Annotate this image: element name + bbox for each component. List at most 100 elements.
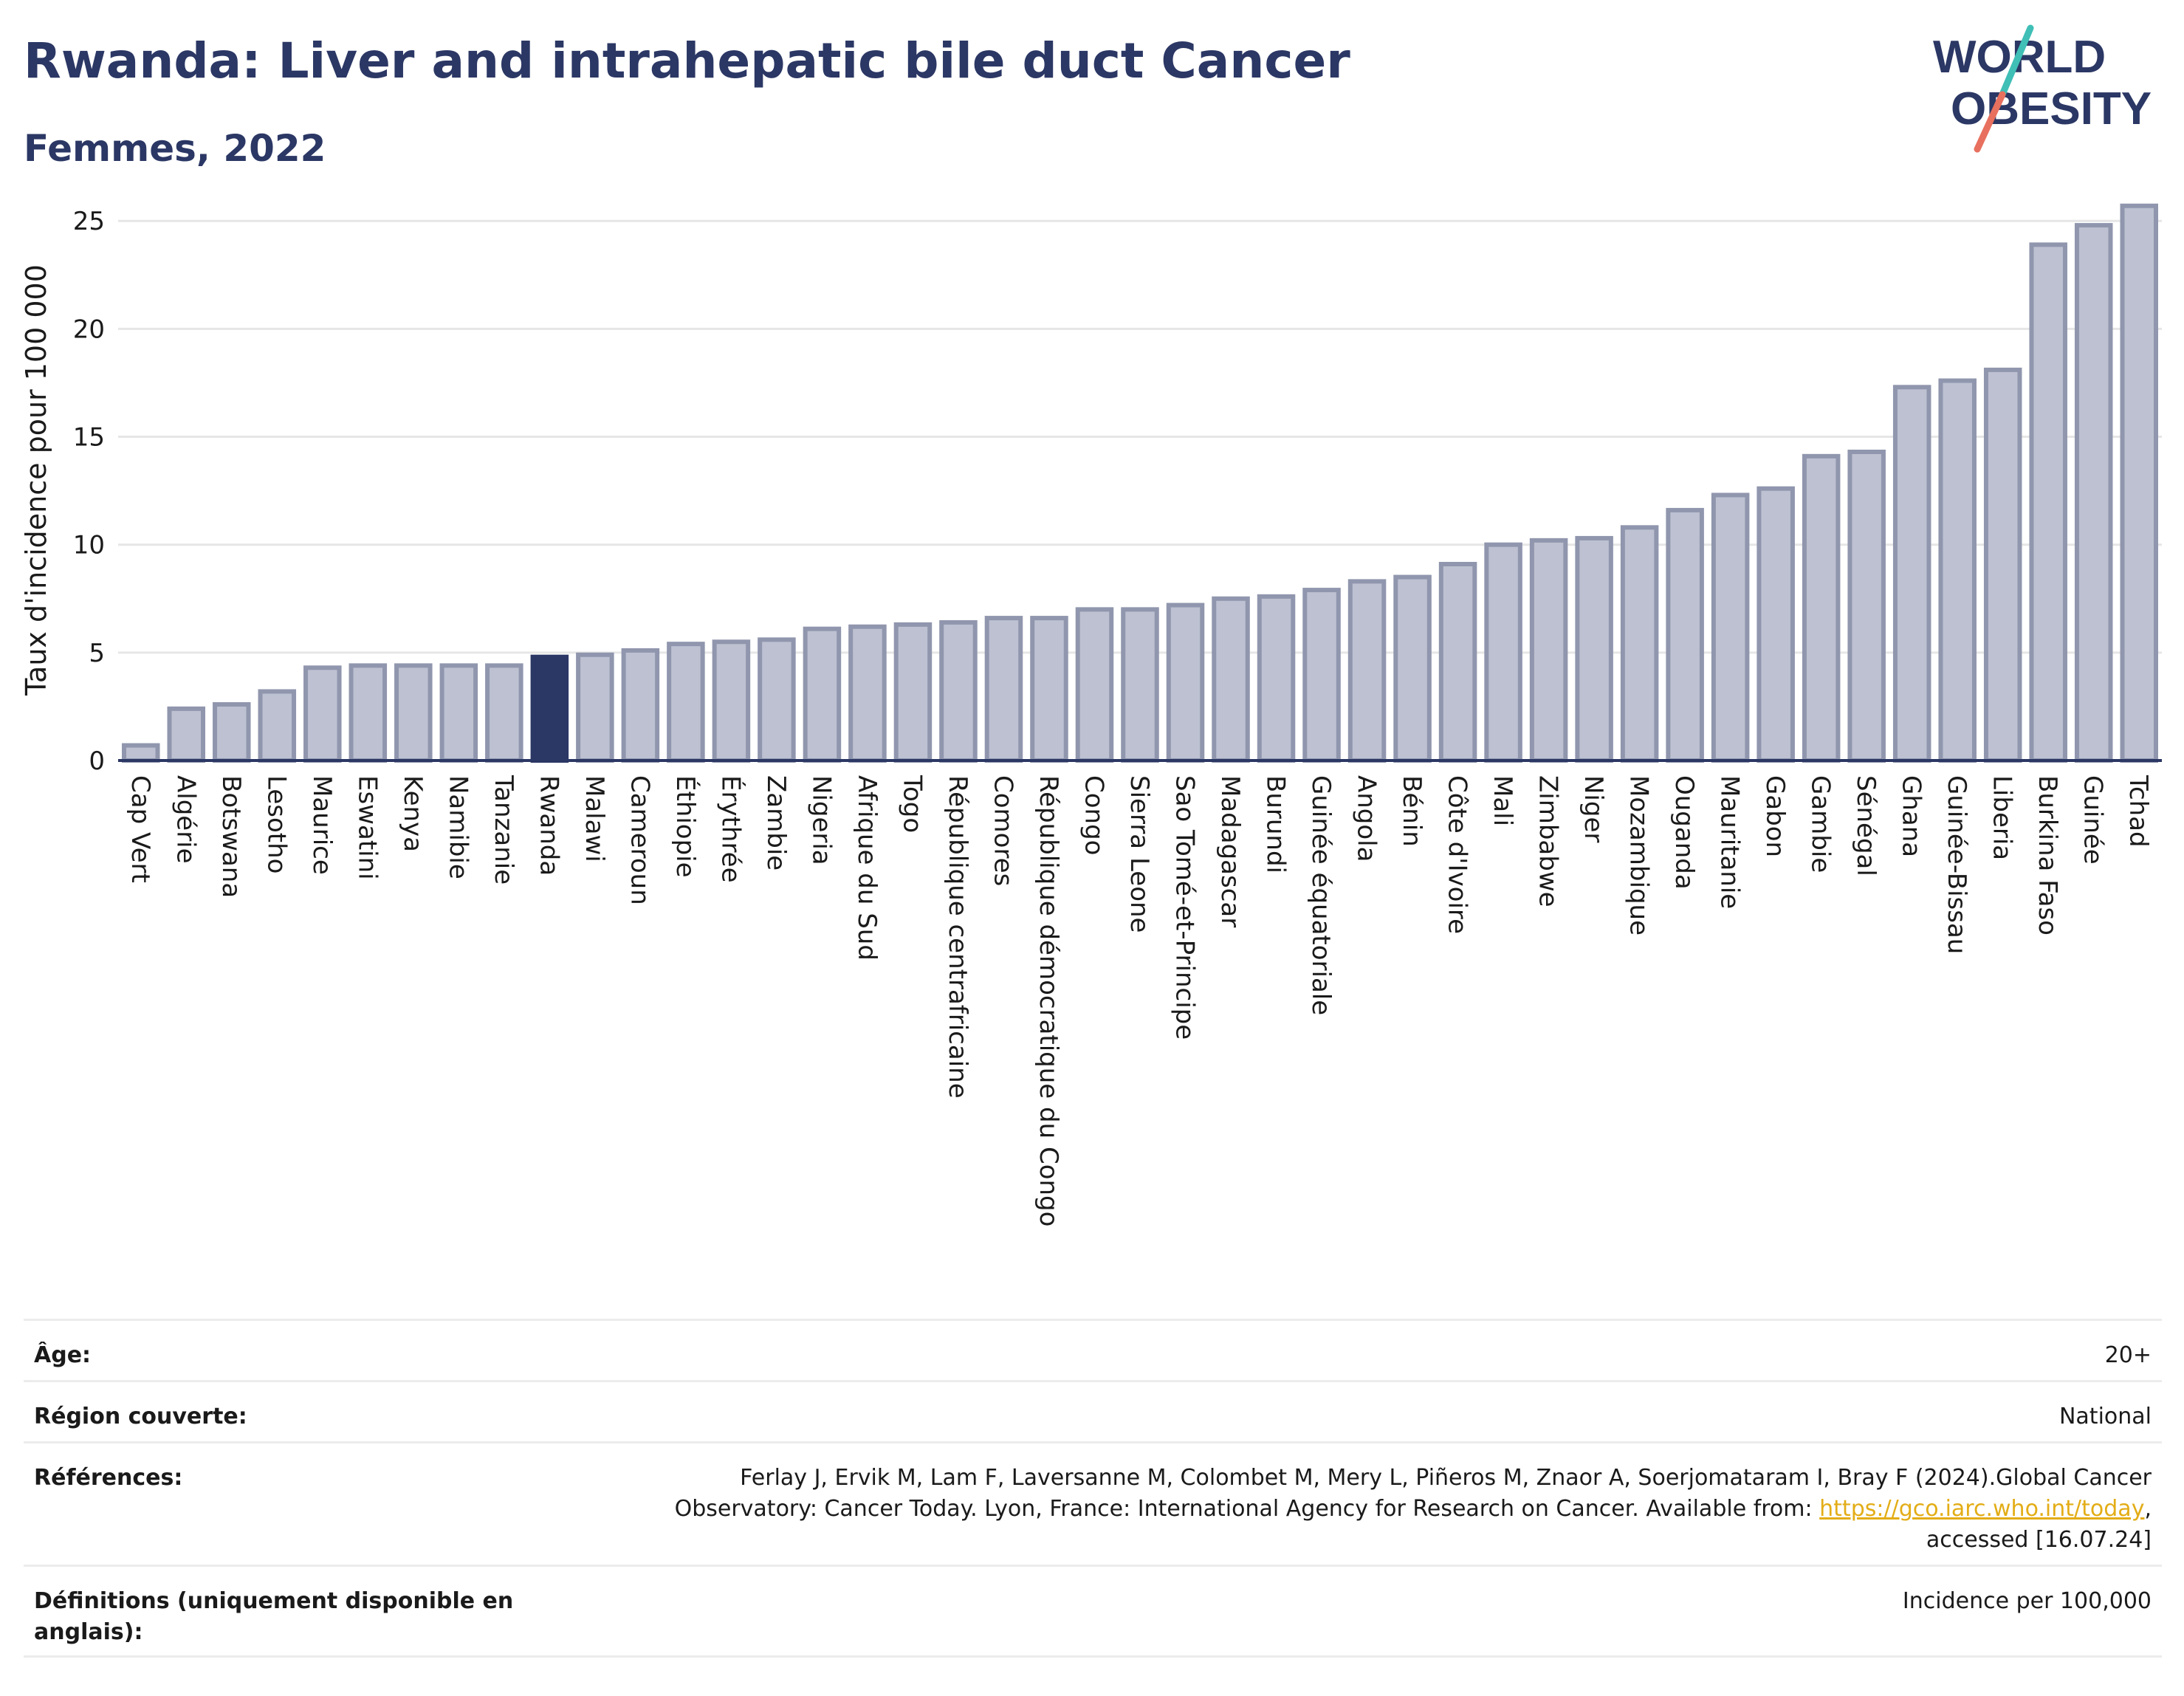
- bar: [348, 663, 388, 763]
- bar: [1802, 453, 1841, 763]
- bar: [2029, 242, 2067, 763]
- x-tick-label: Zambie: [761, 775, 791, 871]
- x-tick-label: Afrique du Sud: [852, 775, 882, 961]
- logo-word-obesity: OBESITY: [1951, 83, 2152, 134]
- y-axis-label: Taux d'incidence pour 100 000: [20, 264, 52, 696]
- info-row-references: Références: Ferlay J, Ervik M, Lam F, La…: [24, 1441, 2162, 1565]
- bar: [1347, 579, 1387, 763]
- bar: [1847, 450, 1886, 763]
- bar: [303, 665, 342, 763]
- y-tick-label: 10: [73, 531, 105, 560]
- x-tick-label: Burkina Faso: [2033, 775, 2062, 935]
- bar: [1983, 367, 2022, 763]
- y-tick-label: 25: [73, 207, 105, 236]
- x-tick-label: Namibie: [443, 775, 473, 879]
- x-tick-label: Bénin: [1397, 775, 1426, 847]
- x-tick-label: Ghana: [1897, 775, 1926, 857]
- bar: [1121, 607, 1159, 763]
- bar: [803, 626, 842, 763]
- bar: [530, 654, 569, 763]
- x-tick-label: Gabon: [1760, 775, 1790, 857]
- x-tick-label: Rwanda: [534, 775, 563, 876]
- bar: [1393, 574, 1432, 763]
- age-label: Âge:: [34, 1342, 92, 1368]
- x-tick-label: Mali: [1488, 775, 1517, 826]
- bar: [1257, 594, 1296, 763]
- x-tick-label: Algérie: [171, 775, 200, 864]
- bar: [1711, 492, 1750, 763]
- bar-layer: [121, 203, 2159, 763]
- logo-slash-top: [1999, 24, 2034, 98]
- x-tick-label: Guinée: [2078, 775, 2108, 865]
- references-text-4: accessed [16.07.24]: [1926, 1527, 2152, 1553]
- x-tick-layer: Cap Vert Algérie Botswana Lesotho Maurice Esw…: [126, 775, 2153, 1226]
- x-tick-label: Togo: [897, 775, 927, 833]
- x-tick-label: Angola: [1352, 775, 1381, 862]
- y-tick-label: 0: [89, 746, 105, 776]
- x-tick-label: Guinée équatoriale: [1306, 775, 1336, 1015]
- x-tick-label: Éthiopie: [670, 775, 701, 878]
- region-value: National: [2058, 1404, 2152, 1429]
- bar: [1484, 542, 1522, 763]
- x-tick-label: Côte d'Ivoire: [1443, 775, 1472, 934]
- x-tick-label: Mozambique: [1624, 775, 1654, 935]
- references-text-2: Observatory: Cancer Today. Lyon, France:…: [674, 1496, 1820, 1522]
- bar: [712, 639, 751, 763]
- bar: [2074, 223, 2113, 763]
- bar: [1620, 525, 1659, 763]
- page-title: Rwanda: Liver and intrahepatic bile duct…: [24, 32, 1350, 89]
- references-link[interactable]: https://gco.iarc.who.int/today: [1819, 1496, 2145, 1522]
- bar: [1166, 602, 1205, 763]
- x-tick-label: Liberia: [1988, 775, 2017, 860]
- x-tick-label: Botswana: [216, 775, 246, 898]
- x-tick-label: République démocratique du Congo: [1034, 775, 1063, 1226]
- bar: [1438, 562, 1477, 763]
- x-tick-label: Cameroun: [625, 775, 654, 905]
- references-value: Ferlay J, Ervik M, Lam F, Laversanne M, …: [551, 1463, 2152, 1556]
- references-label: Références:: [34, 1465, 183, 1491]
- bar: [1212, 596, 1250, 763]
- bar: [1529, 538, 1568, 763]
- bar: [1757, 486, 1795, 763]
- x-tick-label: Zimbabwe: [1534, 775, 1563, 907]
- bar: [485, 663, 523, 763]
- bar: [848, 624, 887, 763]
- y-tick-label: 5: [89, 639, 105, 668]
- x-tick-label: République centrafricaine: [943, 775, 972, 1099]
- bar: [939, 619, 978, 763]
- x-tick-label: Madagascar: [1215, 775, 1245, 927]
- x-tick-label: Nigeria: [806, 775, 836, 865]
- x-tick-label: Mauritanie: [1715, 775, 1745, 909]
- x-tick-label: Cap Vert: [126, 775, 155, 883]
- bar: [2120, 203, 2159, 763]
- bar-chart: 0 5 10 15 20 25 Cap Vert Algérie Botswana Lesoth…: [20, 203, 2162, 1226]
- y-tick-layer: 0 5 10 15 20 25: [73, 207, 105, 776]
- bar: [1030, 616, 1068, 763]
- x-tick-label: Sierra Leone: [1124, 775, 1154, 933]
- bar: [1302, 588, 1341, 763]
- bar: [394, 663, 433, 763]
- x-tick-label: Tanzanie: [489, 775, 518, 885]
- x-tick-label: Malawi: [580, 775, 609, 862]
- y-tick-label: 15: [73, 423, 105, 453]
- x-tick-label: Sao Tomé-et-Principe: [1170, 775, 1200, 1040]
- region-label: Région couverte:: [34, 1404, 247, 1429]
- bar: [258, 689, 297, 763]
- info-row-age: Âge: 20+: [24, 1319, 2162, 1380]
- world-obesity-logo: WORLD OBESITY: [1933, 24, 2152, 153]
- bar: [121, 743, 160, 763]
- info-row-region: Région couverte: National: [24, 1380, 2162, 1441]
- x-tick-label: Niger: [1579, 775, 1608, 842]
- bar: [893, 622, 933, 763]
- info-row-definitions: Définitions (uniquement disponible en an…: [24, 1565, 2162, 1658]
- bar: [984, 616, 1023, 763]
- bar: [576, 652, 614, 763]
- logo-slash-bottom: [1974, 91, 2006, 153]
- bar: [213, 702, 251, 763]
- age-value: 20+: [2104, 1342, 2152, 1368]
- x-tick-label: Érythrée: [715, 775, 746, 883]
- x-tick-label: Comores: [988, 775, 1017, 886]
- references-text-1: Ferlay J, Ervik M, Lam F, Laversanne M, …: [740, 1465, 2152, 1491]
- x-tick-label: Kenya: [398, 775, 427, 852]
- bar: [1666, 507, 1704, 763]
